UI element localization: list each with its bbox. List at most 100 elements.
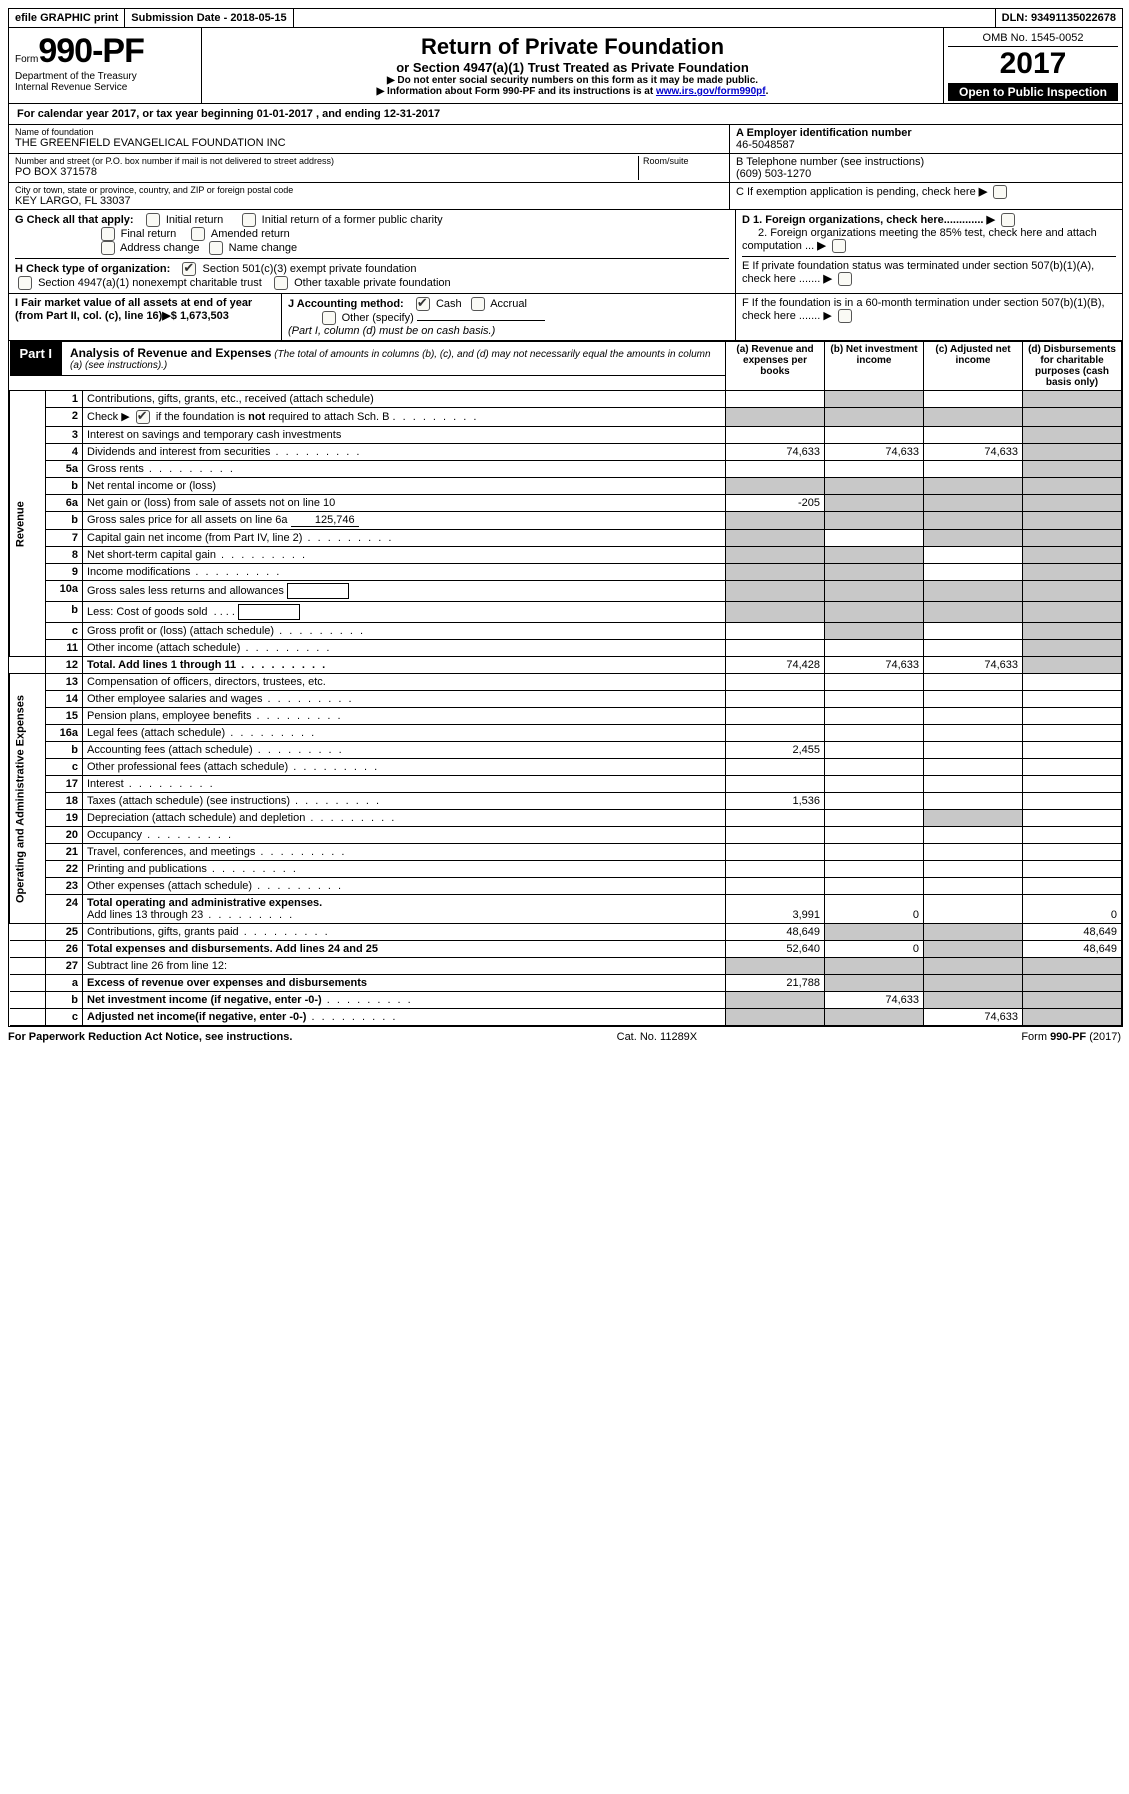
submission-date: Submission Date - 2018-05-15 <box>125 9 293 27</box>
g-address-change-checkbox[interactable] <box>101 241 115 255</box>
h-501c3-checkbox[interactable] <box>182 262 196 276</box>
part1-title: Analysis of Revenue and Expenses <box>70 346 271 360</box>
line-1: Contributions, gifts, grants, etc., rece… <box>83 391 726 408</box>
revenue-vert-label: Revenue <box>10 391 46 657</box>
line-5a: Gross rents <box>83 461 726 478</box>
line-27: Subtract line 26 from line 12: <box>83 958 726 975</box>
line-13: Compensation of officers, directors, tru… <box>83 674 726 691</box>
j-accrual-checkbox[interactable] <box>471 297 485 311</box>
efile-print[interactable]: efile GRAPHIC print <box>9 9 125 27</box>
form-number: 990-PF <box>38 32 144 70</box>
line-26: Total expenses and disbursements. Add li… <box>83 941 726 958</box>
part1-tab: Part I <box>10 342 63 375</box>
line-24: Total operating and administrative expen… <box>83 895 726 924</box>
form-subtitle: or Section 4947(a)(1) Trust Treated as P… <box>208 60 937 75</box>
line-10a: Gross sales less returns and allowances <box>83 581 726 602</box>
line-16c: Other professional fees (attach schedule… <box>83 759 726 776</box>
line-27b: Net investment income (if negative, ente… <box>83 992 726 1009</box>
line-7: Capital gain net income (from Part IV, l… <box>83 530 726 547</box>
line-27c: Adjusted net income(if negative, enter -… <box>83 1009 726 1026</box>
line-2: Check ▶ if the foundation is not require… <box>83 408 726 427</box>
form-prefix: Form <box>15 54 38 65</box>
line-19: Depreciation (attach schedule) and deple… <box>83 810 726 827</box>
d1-checkbox[interactable] <box>1001 213 1015 227</box>
line-9: Income modifications <box>83 564 726 581</box>
line-5b: Net rental income or (loss) <box>83 478 726 495</box>
col-d-header: (d) Disbursements for charitable purpose… <box>1023 342 1122 391</box>
dln: DLN: 93491135022678 <box>996 9 1122 27</box>
line-8: Net short-term capital gain <box>83 547 726 564</box>
top-bar: efile GRAPHIC print Submission Date - 20… <box>9 9 1122 28</box>
line-25: Contributions, gifts, grants paid <box>83 924 726 941</box>
h-label: H Check type of organization: <box>15 263 170 275</box>
j-note: (Part I, column (d) must be on cash basi… <box>288 325 495 337</box>
phone-value: (609) 503-1270 <box>736 168 1116 180</box>
line-22: Printing and publications <box>83 861 726 878</box>
line-6b: Gross sales price for all assets on line… <box>83 512 726 530</box>
e-label: E If private foundation status was termi… <box>742 260 1094 285</box>
ein-value: 46-5048587 <box>736 139 1116 151</box>
i-label: I Fair market value of all assets at end… <box>15 297 252 322</box>
line-27a: Excess of revenue over expenses and disb… <box>83 975 726 992</box>
col-b-header: (b) Net investment income <box>825 342 924 391</box>
f-label: F If the foundation is in a 60-month ter… <box>742 297 1105 322</box>
j-other-checkbox[interactable] <box>322 311 336 325</box>
d2-checkbox[interactable] <box>832 239 846 253</box>
g-name-change-checkbox[interactable] <box>209 241 223 255</box>
expenses-vert-label: Operating and Administrative Expenses <box>10 674 46 924</box>
line-3: Interest on savings and temporary cash i… <box>83 427 726 444</box>
line-17: Interest <box>83 776 726 793</box>
schb-checkbox[interactable] <box>136 410 150 424</box>
ein-label: A Employer identification number <box>736 127 1116 139</box>
instructions-link[interactable]: www.irs.gov/form990pf <box>656 86 766 97</box>
part1-table: Part I Analysis of Revenue and Expenses … <box>9 341 1122 1026</box>
g-amended-checkbox[interactable] <box>191 227 205 241</box>
d-section: D 1. Foreign organizations, check here..… <box>742 213 1116 253</box>
foundation-name: THE GREENFIELD EVANGELICAL FOUNDATION IN… <box>15 137 723 149</box>
col-a-header: (a) Revenue and expenses per books <box>726 342 825 391</box>
e-checkbox[interactable] <box>838 272 852 286</box>
col-c-header: (c) Adjusted net income <box>924 342 1023 391</box>
j-label: J Accounting method: <box>288 298 404 310</box>
addr-label: Number and street (or P.O. box number if… <box>15 156 638 166</box>
g-label: G Check all that apply: <box>15 214 134 226</box>
h-other-taxable-checkbox[interactable] <box>274 276 288 290</box>
line-20: Occupancy <box>83 827 726 844</box>
line-21: Travel, conferences, and meetings <box>83 844 726 861</box>
form-header: Form990-PF Department of the Treasury In… <box>9 28 1122 104</box>
irs: Internal Revenue Service <box>15 82 195 93</box>
c-label: C If exemption application is pending, c… <box>736 186 976 198</box>
name-label: Name of foundation <box>15 127 723 137</box>
g-initial-public-checkbox[interactable] <box>242 213 256 227</box>
g-final-return-checkbox[interactable] <box>101 227 115 241</box>
g-section: G Check all that apply: Initial return I… <box>15 213 729 255</box>
j-cash-checkbox[interactable] <box>416 297 430 311</box>
line-6a: Net gain or (loss) from sale of assets n… <box>83 495 726 512</box>
footer: For Paperwork Reduction Act Notice, see … <box>8 1027 1121 1043</box>
phone-label: B Telephone number (see instructions) <box>736 156 1116 168</box>
h-4947-checkbox[interactable] <box>18 276 32 290</box>
dept: Department of the Treasury <box>15 71 195 82</box>
footer-right: Form 990-PF (2017) <box>1021 1031 1121 1043</box>
addr-value: PO BOX 371578 <box>15 166 638 178</box>
tax-year: 2017 <box>948 47 1118 81</box>
line-15: Pension plans, employee benefits <box>83 708 726 725</box>
line-10b: Less: Cost of goods sold . . . . <box>83 602 726 623</box>
g-initial-return-checkbox[interactable] <box>146 213 160 227</box>
city-value: KEY LARGO, FL 33037 <box>15 195 723 207</box>
footer-left: For Paperwork Reduction Act Notice, see … <box>8 1031 292 1043</box>
line-23: Other expenses (attach schedule) <box>83 878 726 895</box>
f-checkbox[interactable] <box>838 309 852 323</box>
omb-no: OMB No. 1545-0052 <box>948 30 1118 47</box>
line-12: Total. Add lines 1 through 11 <box>83 657 726 674</box>
city-label: City or town, state or province, country… <box>15 185 723 195</box>
c-checkbox[interactable] <box>993 185 1007 199</box>
note-info: ▶ Information about Form 990-PF and its … <box>377 86 656 97</box>
line-11: Other income (attach schedule) <box>83 640 726 657</box>
note-ssn: ▶ Do not enter social security numbers o… <box>208 75 937 86</box>
line-14: Other employee salaries and wages <box>83 691 726 708</box>
form-title: Return of Private Foundation <box>208 34 937 60</box>
line-16a: Legal fees (attach schedule) <box>83 725 726 742</box>
open-to-public: Open to Public Inspection <box>948 83 1118 101</box>
line-18: Taxes (attach schedule) (see instruction… <box>83 793 726 810</box>
